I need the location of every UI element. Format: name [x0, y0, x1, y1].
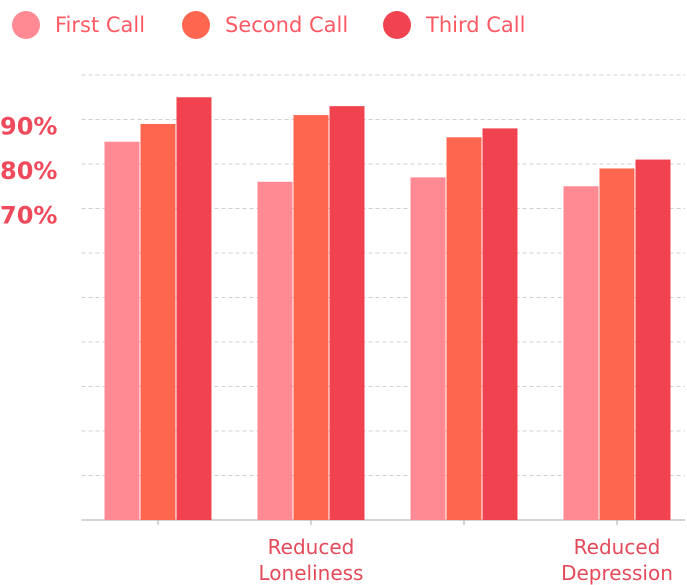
legend-label: First Call	[55, 13, 145, 37]
bar	[563, 186, 599, 520]
legend-swatch	[12, 11, 40, 39]
bar	[446, 137, 482, 521]
bar	[599, 168, 635, 520]
x-tick-label: Reduced Loneliness	[259, 535, 364, 585]
y-tick-label: 70%	[0, 202, 57, 230]
x-tick-label-line: Reduced	[574, 535, 661, 559]
bar	[176, 97, 212, 520]
bar	[257, 181, 293, 521]
x-tick-label: Reduced Depression	[561, 535, 673, 585]
bar	[104, 141, 140, 520]
x-tick-label-line: Loneliness	[259, 561, 364, 585]
x-tick-label-line: Depression	[561, 561, 673, 585]
y-tick-label: 80%	[0, 157, 57, 185]
bar	[482, 128, 518, 520]
legend-label: Second Call	[225, 13, 348, 37]
x-tick-label-line: Reduced	[268, 535, 355, 559]
bar	[140, 123, 176, 520]
y-tick-label: 90%	[0, 113, 57, 141]
bar	[410, 177, 446, 520]
bar	[329, 106, 365, 521]
legend-swatch	[383, 11, 411, 39]
legend-swatch	[182, 11, 210, 39]
bar	[293, 115, 329, 521]
legend-label: Third Call	[425, 13, 525, 37]
bar	[635, 159, 671, 521]
